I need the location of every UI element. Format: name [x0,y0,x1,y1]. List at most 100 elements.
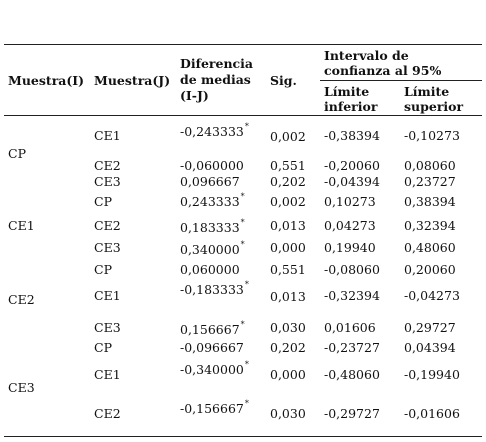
muestra-j-cell: CE3 [94,320,121,335]
limite-superior-cell: 0,04394 [404,340,456,355]
diferencia-cell: 0,340000* [180,240,245,259]
header-diferencia-1: Diferencia [180,56,254,71]
header-sig: Sig. [270,73,297,88]
diferencia-cell: 0,243333* [180,192,245,211]
header-rule [4,115,482,116]
muestra-j-cell: CP [94,194,112,209]
diferencia-value: 0,060000 [180,262,240,277]
sig-cell: 0,013 [270,218,306,233]
diferencia-cell: -0,156667* [180,399,249,418]
diferencia-cell: 0,156667* [180,320,245,339]
sig-cell: 0,551 [270,262,306,277]
sig-cell: 0,030 [270,320,306,335]
diferencia-cell: -0,183333* [180,280,249,299]
group-label: CP [8,146,26,161]
muestra-j-cell: CE1 [94,288,121,303]
muestra-j-cell: CE3 [94,174,121,189]
diferencia-cell: -0,060000 [180,158,245,175]
diferencia-value: 0,156667 [180,322,240,337]
significance-star: * [244,399,249,408]
muestra-j-cell: CE2 [94,406,121,421]
header-limite-superior-1: Límite [404,84,450,99]
header-diferencia-3: (I-J) [180,88,209,103]
significance-star: * [244,360,249,369]
significance-star: * [240,192,245,201]
limite-inferior-cell: -0,20060 [324,158,380,173]
interval-rule [320,80,482,81]
header-limite-inferior-2: inferior [324,99,378,114]
header-diferencia-2: de medias [180,72,251,87]
sig-cell: 0,002 [270,194,306,209]
diferencia-value: 0,096667 [180,174,240,189]
limite-superior-cell: -0,04273 [404,288,460,303]
muestra-j-cell: CE2 [94,158,121,173]
limite-inferior-cell: 0,04273 [324,218,376,233]
significance-star: * [240,320,245,329]
header-muestra-j: Muestra(J) [94,73,171,88]
header-muestra-i: Muestra(I) [8,73,85,88]
header-limite-inferior-1: Límite [324,84,370,99]
diferencia-cell: 0,183333* [180,218,245,237]
limite-inferior-cell: 0,19940 [324,240,376,255]
group-label: CE1 [8,218,35,233]
diferencia-cell: -0,096667 [180,340,245,357]
significance-star: * [244,280,249,289]
diferencia-cell: -0,340000* [180,360,249,379]
sig-cell: 0,202 [270,340,306,355]
limite-superior-cell: 0,48060 [404,240,456,255]
limite-superior-cell: 0,32394 [404,218,456,233]
diferencia-value: -0,243333 [180,124,244,139]
limite-inferior-cell: -0,23727 [324,340,380,355]
muestra-j-cell: CP [94,340,112,355]
diferencia-value: -0,060000 [180,158,244,173]
significance-star: * [240,218,245,227]
limite-superior-cell: 0,08060 [404,158,456,173]
limite-inferior-cell: 0,10273 [324,194,376,209]
limite-superior-cell: 0,38394 [404,194,456,209]
diferencia-cell: 0,060000 [180,262,241,279]
header-intervalo-1: Intervalo de [324,48,409,63]
diferencia-value: 0,340000 [180,242,240,257]
sig-cell: 0,000 [270,367,306,382]
bottom-rule [4,436,482,437]
limite-inferior-cell: -0,08060 [324,262,380,277]
header-limite-superior-2: superior [404,99,464,114]
sig-cell: 0,002 [270,129,306,144]
sig-cell: 0,551 [270,158,306,173]
significance-star: * [244,122,249,131]
sig-cell: 0,202 [270,174,306,189]
sig-cell: 0,030 [270,406,306,421]
limite-superior-cell: -0,10273 [404,128,460,143]
group-label: CE3 [8,380,35,395]
limite-inferior-cell: -0,32394 [324,288,380,303]
diferencia-value: -0,340000 [180,362,244,377]
limite-inferior-cell: -0,38394 [324,128,380,143]
header-intervalo-2: confianza al 95% [324,63,442,78]
muestra-j-cell: CP [94,262,112,277]
limite-inferior-cell: -0,48060 [324,367,380,382]
limite-inferior-cell: -0,29727 [324,406,380,421]
muestra-j-cell: CE3 [94,240,121,255]
sig-cell: 0,000 [270,240,306,255]
limite-superior-cell: 0,23727 [404,174,456,189]
diferencia-value: 0,183333 [180,220,240,235]
limite-superior-cell: 0,29727 [404,320,456,335]
muestra-j-cell: CE2 [94,218,121,233]
diferencia-cell: -0,243333* [180,122,249,141]
limite-superior-cell: -0,01606 [404,406,460,421]
diferencia-cell: 0,096667 [180,174,241,191]
group-label: CE2 [8,292,35,307]
diferencia-value: -0,183333 [180,282,244,297]
muestra-j-cell: CE1 [94,367,121,382]
significance-star: * [240,240,245,249]
limite-inferior-cell: -0,04394 [324,174,380,189]
limite-inferior-cell: 0,01606 [324,320,376,335]
limite-superior-cell: 0,20060 [404,262,456,277]
diferencia-value: -0,156667 [180,401,244,416]
top-rule [4,44,482,45]
muestra-j-cell: CE1 [94,128,121,143]
diferencia-value: 0,243333 [180,194,240,209]
diferencia-value: -0,096667 [180,340,244,355]
sig-cell: 0,013 [270,289,306,304]
limite-superior-cell: -0,19940 [404,367,460,382]
